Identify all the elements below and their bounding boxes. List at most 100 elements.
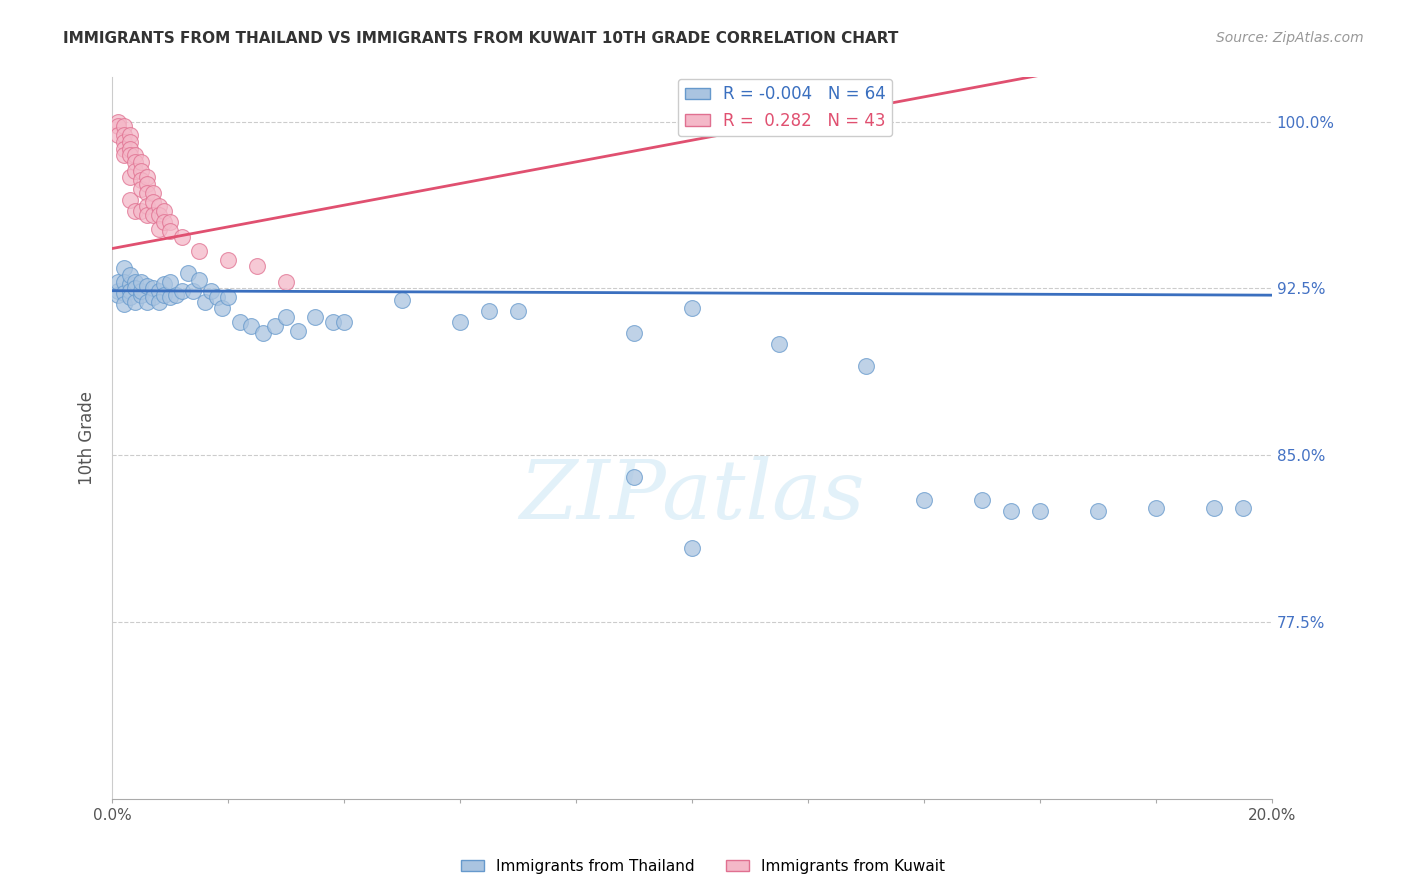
Point xyxy=(148,199,170,213)
Point xyxy=(136,279,159,293)
Point xyxy=(136,208,159,222)
Point xyxy=(1029,503,1052,517)
Point xyxy=(217,290,239,304)
Point xyxy=(118,277,141,291)
Point xyxy=(112,261,135,276)
Point xyxy=(153,203,176,218)
Point xyxy=(112,120,135,134)
Legend: Immigrants from Thailand, Immigrants from Kuwait: Immigrants from Thailand, Immigrants fro… xyxy=(456,853,950,880)
Point xyxy=(136,170,159,185)
Point xyxy=(170,284,193,298)
Point xyxy=(112,142,135,156)
Point xyxy=(107,288,129,302)
Point xyxy=(112,148,135,162)
Point xyxy=(148,294,170,309)
Point xyxy=(129,181,152,195)
Point xyxy=(142,281,165,295)
Point xyxy=(112,297,135,311)
Point xyxy=(623,326,645,340)
Point xyxy=(118,148,141,162)
Point xyxy=(333,315,356,329)
Point xyxy=(118,135,141,149)
Point xyxy=(391,293,413,307)
Point xyxy=(304,310,326,325)
Point xyxy=(136,177,159,191)
Point xyxy=(107,128,129,143)
Point xyxy=(623,470,645,484)
Point xyxy=(142,208,165,222)
Point xyxy=(118,193,141,207)
Point xyxy=(287,324,309,338)
Point xyxy=(136,199,159,213)
Point xyxy=(240,319,263,334)
Point xyxy=(124,148,146,162)
Point xyxy=(118,142,141,156)
Point xyxy=(124,203,146,218)
Point xyxy=(159,224,181,238)
Point xyxy=(159,275,181,289)
Point xyxy=(1000,503,1022,517)
Point xyxy=(107,115,129,129)
Point xyxy=(153,277,176,291)
Point xyxy=(508,303,530,318)
Point xyxy=(129,288,152,302)
Point xyxy=(148,284,170,298)
Point xyxy=(112,128,135,143)
Y-axis label: 10th Grade: 10th Grade xyxy=(79,392,96,485)
Point xyxy=(112,285,135,300)
Point xyxy=(118,170,141,185)
Point xyxy=(970,492,993,507)
Point xyxy=(124,275,146,289)
Point xyxy=(159,290,181,304)
Point xyxy=(118,128,141,143)
Point xyxy=(136,186,159,200)
Point xyxy=(112,275,135,289)
Point xyxy=(118,290,141,304)
Point xyxy=(124,294,146,309)
Point xyxy=(129,172,152,186)
Point xyxy=(211,301,233,316)
Point xyxy=(142,194,165,209)
Point xyxy=(1144,501,1167,516)
Point xyxy=(148,221,170,235)
Point xyxy=(768,337,790,351)
Point xyxy=(170,230,193,244)
Point xyxy=(129,284,152,298)
Point xyxy=(153,288,176,302)
Point xyxy=(148,208,170,222)
Point xyxy=(229,315,252,329)
Point xyxy=(159,215,181,229)
Point xyxy=(183,284,205,298)
Point xyxy=(107,120,129,134)
Point xyxy=(188,244,211,258)
Point xyxy=(142,186,165,200)
Point xyxy=(129,275,152,289)
Point xyxy=(322,315,344,329)
Text: ZIPatlas: ZIPatlas xyxy=(519,456,865,536)
Point xyxy=(1232,501,1254,516)
Point xyxy=(194,294,217,309)
Point xyxy=(153,215,176,229)
Point xyxy=(118,268,141,282)
Point xyxy=(129,163,152,178)
Point xyxy=(252,326,274,340)
Point xyxy=(276,275,298,289)
Point xyxy=(276,310,298,325)
Point xyxy=(124,281,146,295)
Point xyxy=(124,154,146,169)
Text: IMMIGRANTS FROM THAILAND VS IMMIGRANTS FROM KUWAIT 10TH GRADE CORRELATION CHART: IMMIGRANTS FROM THAILAND VS IMMIGRANTS F… xyxy=(63,31,898,46)
Point xyxy=(200,284,222,298)
Legend: R = -0.004   N = 64, R =  0.282   N = 43: R = -0.004 N = 64, R = 0.282 N = 43 xyxy=(678,78,893,136)
Point xyxy=(681,541,703,556)
Point xyxy=(165,288,187,302)
Point xyxy=(1202,501,1225,516)
Point xyxy=(478,303,501,318)
Point xyxy=(205,290,228,304)
Point xyxy=(118,284,141,298)
Point xyxy=(217,252,239,267)
Point xyxy=(681,301,703,316)
Point xyxy=(124,163,146,178)
Point xyxy=(912,492,935,507)
Point xyxy=(188,272,211,286)
Point xyxy=(449,315,471,329)
